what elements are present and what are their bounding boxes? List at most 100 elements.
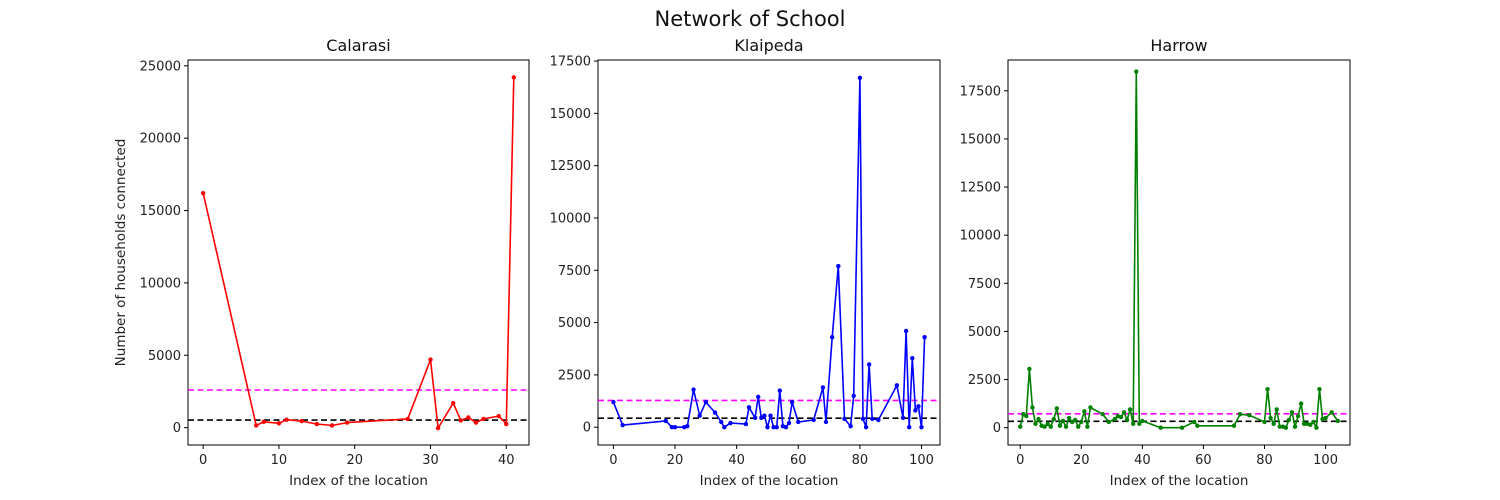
data-point — [1137, 421, 1142, 427]
data-point — [1066, 415, 1072, 421]
data-point — [1030, 405, 1035, 410]
data-point — [1298, 401, 1304, 406]
data-point — [866, 362, 872, 367]
data-point — [863, 425, 869, 430]
data-point — [1024, 413, 1029, 419]
x-tick-label: 40 — [1134, 453, 1151, 468]
data-point — [1085, 424, 1090, 429]
data-point — [1311, 419, 1316, 425]
x-tick-label: 100 — [909, 453, 934, 468]
data-point — [691, 387, 696, 392]
data-point — [823, 419, 829, 425]
panel-calarasi: 0 10 20 30 40 0 5000 10000 15000 20000 25000 Calara… — [113, 36, 530, 489]
data-point — [466, 415, 471, 420]
data-point — [1118, 414, 1124, 420]
y-tick-label: 15000 — [140, 204, 181, 219]
data-point — [611, 399, 616, 405]
data-point — [894, 383, 900, 388]
data-point — [1179, 425, 1185, 430]
y-tick-label: 25000 — [140, 59, 181, 74]
data-point — [1265, 386, 1270, 392]
data-point — [848, 423, 853, 429]
y-tick-label: 12500 — [550, 159, 591, 174]
x-tick-label: 40 — [728, 453, 745, 468]
data-point — [276, 421, 282, 426]
data-point — [906, 425, 912, 430]
x-axis-label: Index of the location — [700, 473, 839, 489]
x-tick-label: 0 — [609, 453, 617, 468]
data-point — [1231, 423, 1237, 428]
axes-frame — [1007, 59, 1351, 446]
panel-klaipeda: 0 20 40 60 80 100 0 2500 5000 7500 10000 12500 15000… — [550, 36, 941, 489]
x-tick-label: 60 — [790, 453, 807, 468]
y-tick-label: 10000 — [550, 211, 591, 226]
data-point — [910, 355, 915, 361]
panel-harrow: 0 20 40 60 80 100 0 2500 5000 7500 10000 12500 15000… — [960, 36, 1351, 489]
data-point — [1027, 366, 1032, 372]
data-point — [703, 399, 709, 405]
data-point — [669, 425, 675, 430]
x-tick-label: 10 — [271, 453, 288, 468]
data-point — [789, 399, 795, 405]
series-line — [612, 77, 926, 429]
data-point — [1127, 407, 1133, 412]
data-point — [1237, 412, 1243, 417]
data-point — [722, 425, 727, 430]
y-tick-label: 20000 — [140, 132, 181, 147]
data-point — [916, 404, 921, 409]
axes-frame — [597, 59, 941, 446]
data-point — [1079, 419, 1084, 425]
data-point — [1192, 419, 1197, 425]
data-point — [1292, 424, 1298, 429]
data-point — [1277, 424, 1282, 429]
data-point — [1063, 424, 1069, 429]
data-point — [1274, 407, 1279, 412]
data-point — [1134, 69, 1139, 74]
data-point — [1048, 424, 1053, 429]
data-point — [1271, 421, 1276, 427]
data-point — [663, 418, 668, 424]
y-tick-label: 17500 — [960, 84, 1001, 99]
data-point — [796, 419, 801, 425]
data-point — [774, 425, 779, 430]
data-point — [752, 415, 758, 420]
data-point — [697, 413, 702, 418]
y-tick-label: 15000 — [550, 107, 591, 122]
data-point — [329, 423, 335, 428]
data-point — [857, 75, 863, 80]
data-point — [756, 394, 761, 400]
x-tick-label: 60 — [1195, 453, 1212, 468]
y-tick-label: 0 — [173, 421, 181, 436]
data-point — [284, 417, 289, 422]
data-point — [1106, 419, 1111, 425]
x-tick-label: 80 — [1256, 453, 1273, 468]
data-point — [765, 425, 770, 430]
y-tick-label: 0 — [993, 421, 1001, 436]
x-tick-label: 0 — [199, 453, 207, 468]
data-point — [1051, 416, 1057, 422]
data-point — [811, 417, 816, 423]
data-point — [719, 419, 724, 425]
data-point — [1072, 417, 1078, 423]
data-point — [496, 413, 501, 419]
data-point — [743, 421, 749, 427]
data-point — [511, 75, 517, 80]
data-point — [1289, 410, 1295, 415]
y-tick-label: 10000 — [960, 229, 1001, 244]
y-tick-label: 2500 — [558, 368, 591, 383]
data-point — [1140, 418, 1145, 424]
data-point — [1283, 425, 1289, 430]
data-point — [1082, 409, 1087, 414]
data-point — [1301, 421, 1307, 427]
data-point — [1076, 424, 1081, 429]
series-line — [202, 77, 515, 429]
data-point — [922, 335, 927, 340]
data-point — [254, 423, 259, 428]
x-tick-label: 20 — [346, 453, 363, 468]
series-line — [1019, 70, 1339, 429]
data-point — [672, 425, 678, 430]
data-point — [1124, 417, 1130, 423]
data-point — [473, 420, 479, 425]
data-point — [860, 416, 866, 422]
data-point — [1018, 424, 1023, 429]
